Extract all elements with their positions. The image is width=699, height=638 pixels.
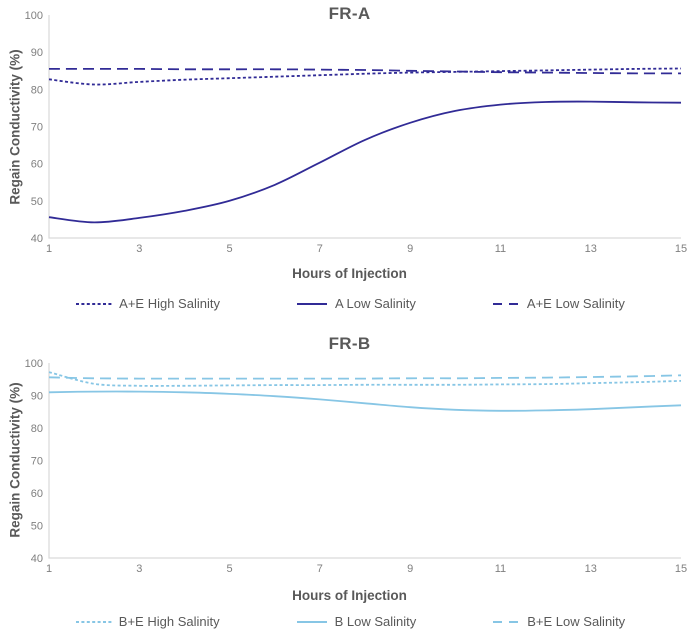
legend-item: A Low Salinity — [294, 296, 416, 311]
chart-title-fr-a: FR-A — [328, 4, 371, 23]
y-tick-label: 50 — [31, 521, 43, 533]
legend-label: B+E High Salinity — [118, 614, 220, 629]
solid-line-icon — [296, 620, 327, 623]
y-tick-label: 50 — [31, 196, 43, 208]
dashed-line-icon — [493, 620, 520, 623]
legend-label: B+E Low Salinity — [527, 614, 626, 629]
legend-item: B+E High Salinity — [74, 614, 220, 629]
legend-item: B+E Low Salinity — [490, 614, 625, 629]
x-tick-label: 3 — [136, 563, 142, 575]
axis-lines — [48, 363, 681, 559]
y-tick-label: 80 — [31, 84, 43, 96]
x-tick-label: 15 — [675, 563, 687, 575]
x-tick-label: 1 — [46, 563, 52, 575]
y-tick-label: 100 — [25, 10, 43, 22]
x-tick-label: 1 — [46, 243, 52, 255]
x-tick-label: 9 — [407, 243, 413, 255]
x-axis-label: Hours of Injection — [292, 266, 407, 281]
x-tick-label: 13 — [585, 563, 597, 575]
x-tick-label: 9 — [407, 563, 413, 575]
chart-fr-b: FR-B Regain Conductivity (%) 100 90 80 70 60… — [0, 322, 699, 638]
x-tick-label: 15 — [675, 243, 687, 255]
x-tick-label: 5 — [227, 243, 233, 255]
y-tick-label: 90 — [31, 391, 43, 403]
a-low-salinity-line — [48, 100, 682, 224]
y-tick-label: 70 — [31, 122, 43, 134]
legend-fr-b: B+E High Salinity B Low Salinity B+E Low… — [0, 614, 699, 629]
legend-label: A Low Salinity — [334, 296, 416, 311]
b-e-low-salinity-line — [48, 374, 682, 380]
x-tick-label: 5 — [227, 563, 233, 575]
legend-label: A+E High Salinity — [119, 296, 220, 311]
dotted-line-icon — [76, 302, 113, 305]
x-tick-label: 7 — [317, 563, 323, 575]
dashed-line-icon — [492, 302, 519, 305]
y-tick-label: 40 — [31, 233, 43, 245]
dotted-line-icon — [75, 620, 112, 623]
legend-label: B Low Salinity — [334, 614, 417, 629]
b-e-high-salinity-line — [48, 371, 682, 387]
y-tick-label: 60 — [31, 488, 43, 500]
y-tick-label: 40 — [31, 553, 43, 565]
x-tick-label: 13 — [585, 243, 597, 255]
legend-label: A+E Low Salinity — [526, 296, 625, 311]
chart-fr-a: FR-A Regain Conductivity (%) 100 90 80 70 60… — [0, 4, 699, 311]
legend-item: B Low Salinity — [294, 614, 417, 629]
x-tick-label: 3 — [136, 243, 142, 255]
x-axis-label: Hours of Injection — [292, 588, 407, 603]
x-tick-label: 7 — [317, 243, 323, 255]
legend-fr-a: A+E High Salinity A Low Salinity A+E Low… — [0, 296, 699, 311]
legend-item: A+E High Salinity — [74, 296, 220, 311]
a-e-low-salinity-line — [49, 67, 681, 75]
axis-lines — [48, 15, 681, 239]
y-tick-label: 100 — [25, 358, 43, 370]
chart-title-fr-b: FR-B — [328, 334, 371, 353]
y-tick-label: 60 — [31, 159, 43, 171]
x-tick-label: 11 — [495, 563, 506, 575]
b-low-salinity-line — [48, 390, 682, 412]
y-tick-label: 90 — [31, 47, 43, 59]
a-e-high-salinity-line — [48, 67, 682, 86]
x-tick-label: 11 — [495, 243, 506, 255]
solid-line-icon — [296, 302, 327, 305]
legend-item: A+E Low Salinity — [490, 296, 625, 311]
y-tick-label: 70 — [31, 456, 43, 468]
y-tick-label: 80 — [31, 423, 43, 435]
